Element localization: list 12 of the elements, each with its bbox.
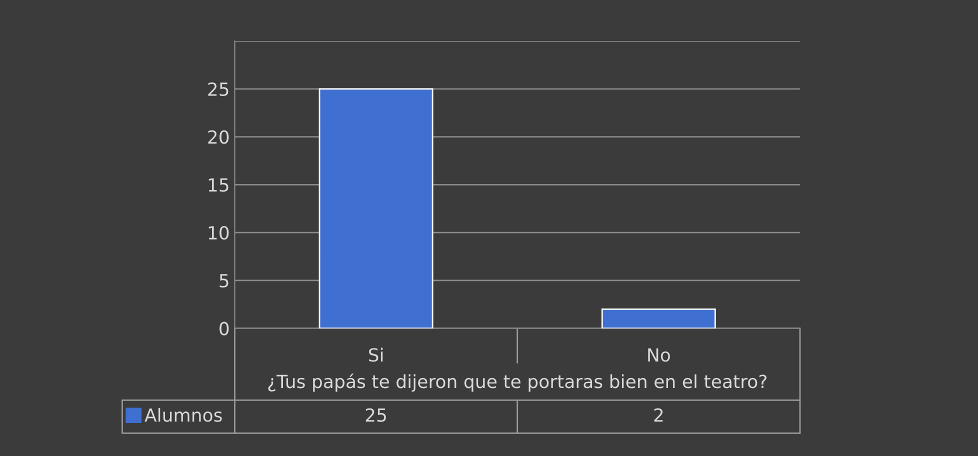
- y-tick-label: 20: [208, 130, 229, 144]
- y-tick-label: 10: [208, 226, 229, 240]
- data-label: 2: [654, 408, 663, 422]
- x-tick-label: Si: [368, 348, 383, 362]
- y-tick-label: 5: [220, 274, 228, 288]
- y-tick-label: 0: [220, 322, 229, 336]
- y-tick-label: 25: [208, 82, 228, 96]
- data-label: 25: [366, 408, 386, 422]
- y-tick-label: 15: [208, 178, 228, 192]
- legend-label: Alumnos: [144, 408, 222, 422]
- x-axis-title: ¿Tus papás te dijeron que te portaras bien en el teatro?: [268, 374, 766, 392]
- x-tick-label: No: [648, 348, 670, 362]
